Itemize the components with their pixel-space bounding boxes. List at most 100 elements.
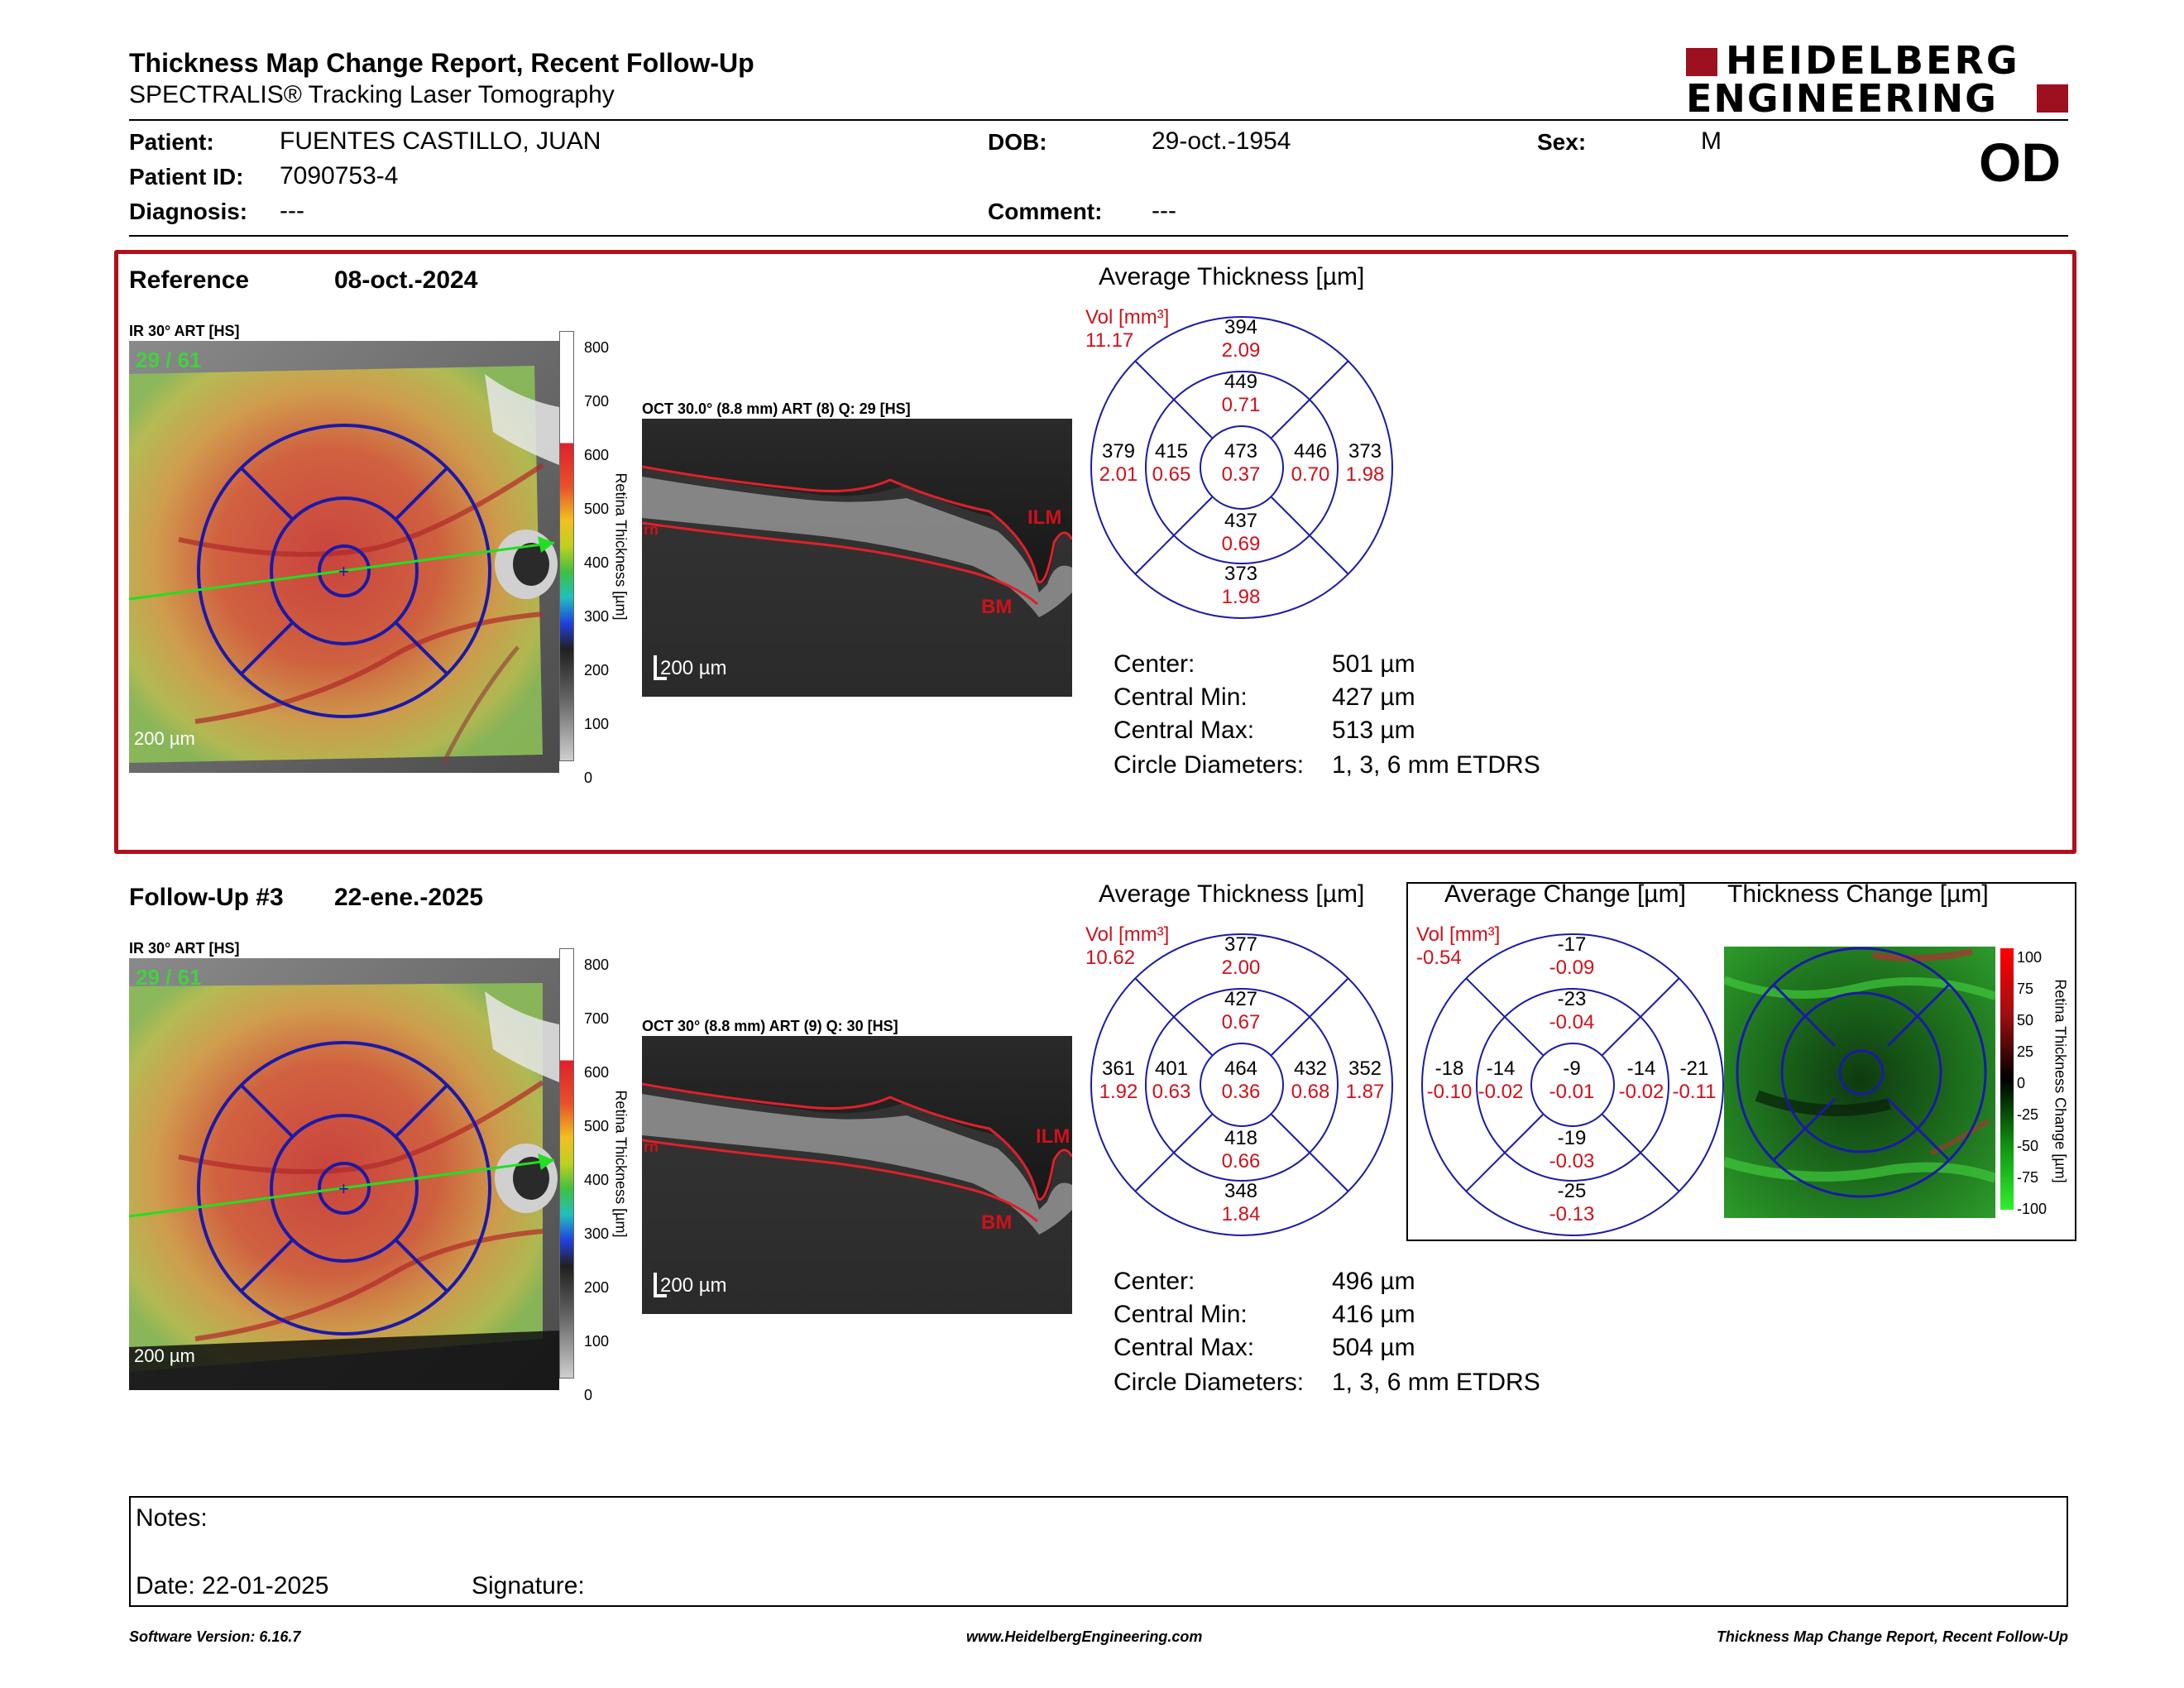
ref-avg-title: Average Thickness [µm] xyxy=(1099,263,1365,290)
fu-inner-inf-value: 418 xyxy=(1224,1127,1258,1149)
followup-date: 22-ene.-2025 xyxy=(334,884,484,911)
footer-website[interactable]: www.HeidelbergEngineering.com xyxy=(966,1628,1203,1645)
ref-diam-label: Circle Diameters: xyxy=(1114,751,1305,779)
logo-square-right xyxy=(2037,84,2068,113)
diagnosis-value: --- xyxy=(280,197,304,224)
tick: 100 xyxy=(584,1333,610,1350)
ref-outer-inf-value: 373 xyxy=(1224,563,1258,585)
signature-label: Signature: xyxy=(472,1572,585,1599)
tick: 200 xyxy=(584,662,610,679)
fu-colorbar xyxy=(559,948,574,1379)
chg-inner-inf-vol: -0.03 xyxy=(1549,1150,1595,1172)
ref-colorbar-title: Retina Thickness [µm] xyxy=(612,472,630,621)
ref-diam-stat: 1, 3, 6 mm ETDRS xyxy=(1332,751,1540,779)
chg-inner-temp-value: -14 xyxy=(1486,1057,1516,1080)
ref-center-stat: 501 µm xyxy=(1332,650,1415,678)
dob-label: DOB: xyxy=(988,129,1047,155)
chg-outer-inf-value: -25 xyxy=(1557,1180,1587,1202)
fu-inner-nas-value: 432 xyxy=(1293,1057,1328,1080)
dob-value: 29-oct.-1954 xyxy=(1152,127,1291,155)
tick: 300 xyxy=(584,1225,610,1242)
chg-inner-nas-value: -14 xyxy=(1626,1057,1656,1080)
change-colorbar-ticks: 100 75 50 25 0 -25 -50 -75 -100 xyxy=(2017,942,2047,1225)
tick: -25 xyxy=(2017,1106,2039,1123)
ref-inner-nas-vol: 0.70 xyxy=(1291,463,1330,486)
fu-oct-bscan xyxy=(641,1036,1074,1314)
fu-inner-sup-vol: 0.67 xyxy=(1221,1011,1261,1033)
fu-max-stat: 504 µm xyxy=(1332,1334,1415,1361)
chg-outer-sup-vol: -0.09 xyxy=(1549,957,1595,979)
change-colorbar-title: Retina Thickness Change [µm] xyxy=(2052,979,2069,1183)
ref-ir-overlay: 29 / 61 xyxy=(136,348,202,372)
ref-oct-scale-foot xyxy=(654,677,667,680)
chg-outer-nas-vol: -0.11 xyxy=(1672,1081,1717,1103)
fu-oct-ilm-label: ILM xyxy=(1036,1125,1070,1148)
thickness-change-map xyxy=(1722,947,1997,1218)
fu-oct-label: OCT 30° (8.8 mm) ART (9) Q: 30 [HS] xyxy=(642,1018,898,1034)
ref-inner-temp-value: 415 xyxy=(1154,440,1189,463)
ref-ir-label: IR 30° ART [HS] xyxy=(129,323,240,339)
chg-outer-temp-value: -18 xyxy=(1434,1057,1464,1080)
tick: 400 xyxy=(584,1172,610,1188)
fu-colorbar-title: Retina Thickness [µm] xyxy=(612,1090,630,1238)
patient-id-value: 7090753-4 xyxy=(280,162,399,189)
fu-center-label: Center: xyxy=(1114,1268,1195,1295)
tick: 800 xyxy=(584,957,610,973)
fu-inner-inf-vol: 0.66 xyxy=(1221,1150,1261,1172)
footer-report-name: Thickness Map Change Report, Recent Foll… xyxy=(1716,1628,2068,1645)
fu-center-value: 464 xyxy=(1224,1057,1258,1080)
ref-max-label: Central Max: xyxy=(1114,717,1255,744)
tick: 75 xyxy=(2017,981,2034,997)
notes-box[interactable] xyxy=(129,1496,2068,1607)
comment-value: --- xyxy=(1152,197,1176,224)
report-subtitle: SPECTRALIS® Tracking Laser Tomography xyxy=(129,81,615,108)
fu-etdrs-chart xyxy=(1090,933,1393,1236)
footer-version: Software Version: 6.16.7 xyxy=(129,1628,301,1645)
change-title: Average Change [µm] xyxy=(1444,880,1686,908)
ref-inner-inf-value: 437 xyxy=(1224,510,1258,532)
fu-inner-nas-vol: 0.68 xyxy=(1291,1081,1330,1103)
ref-ir-scale-bar: 200 µm xyxy=(134,728,195,749)
ref-inner-sup-value: 449 xyxy=(1224,371,1258,393)
tick: -75 xyxy=(2017,1169,2039,1186)
reference-frame xyxy=(114,250,2076,854)
change-vol-value: -0.54 xyxy=(1416,947,1462,969)
ref-oct-scale: 200 µm xyxy=(660,657,727,679)
fu-etdrs-overlay: + xyxy=(129,1041,555,1336)
chg-outer-temp-vol: -0.10 xyxy=(1426,1081,1473,1103)
tick: 700 xyxy=(584,1010,610,1027)
chg-outer-nas-value: -21 xyxy=(1679,1057,1709,1080)
change-colorbar xyxy=(2000,948,2014,1210)
sex-label: Sex: xyxy=(1537,129,1587,155)
ref-etdrs-overlay: + xyxy=(129,424,555,718)
fu-min-stat: 416 µm xyxy=(1332,1301,1415,1328)
ref-min-stat: 427 µm xyxy=(1332,683,1415,711)
chg-outer-sup-value: -17 xyxy=(1557,933,1587,956)
fu-outer-inf-value: 348 xyxy=(1224,1180,1258,1202)
fu-max-label: Central Max: xyxy=(1114,1334,1255,1361)
fu-outer-nas-value: 352 xyxy=(1348,1057,1382,1080)
fu-colorbar-ticks: 800 700 600 500 400 300 200 100 0 xyxy=(584,938,609,1422)
tick: 800 xyxy=(584,339,610,356)
fu-inner-temp-vol: 0.63 xyxy=(1152,1081,1191,1103)
patient-id-label: Patient ID: xyxy=(129,164,244,189)
tick: 0 xyxy=(584,1387,593,1403)
ref-outer-inf-vol: 1.98 xyxy=(1221,586,1261,608)
tick: 0 xyxy=(2017,1075,2026,1091)
ref-inner-nas-value: 446 xyxy=(1293,440,1328,463)
fu-outer-inf-vol: 1.84 xyxy=(1221,1203,1261,1225)
tick: -50 xyxy=(2017,1138,2039,1154)
ref-center-value: 473 xyxy=(1224,440,1258,463)
reference-label: Reference xyxy=(129,266,250,294)
fu-diam-label: Circle Diameters: xyxy=(1114,1369,1305,1396)
logo-square-left xyxy=(1686,48,1717,76)
tick: 400 xyxy=(584,554,610,571)
notes-label: Notes: xyxy=(136,1504,208,1532)
tick: 200 xyxy=(584,1279,610,1296)
tick: 600 xyxy=(584,1064,610,1081)
ref-max-stat: 513 µm xyxy=(1332,717,1415,744)
ref-inner-sup-vol: 0.71 xyxy=(1221,394,1261,416)
patient-name: FUENTES CASTILLO, JUAN xyxy=(280,127,601,155)
fu-ir-scale-bar: 200 µm xyxy=(134,1345,195,1366)
notes-date: Date: 22-01-2025 xyxy=(136,1572,329,1599)
